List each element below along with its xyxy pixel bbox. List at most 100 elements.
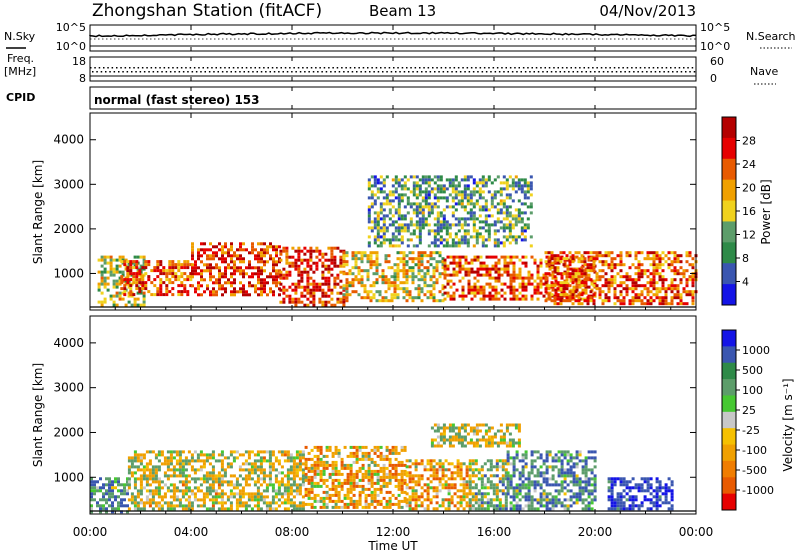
data-cell — [380, 229, 383, 232]
data-cell — [478, 498, 481, 501]
data-cell — [531, 471, 534, 474]
data-cell — [336, 301, 339, 304]
data-cell — [335, 473, 338, 476]
data-cell — [197, 459, 200, 462]
data-cell — [263, 459, 266, 462]
data-cell — [356, 500, 359, 503]
data-cell — [528, 480, 531, 483]
data-cell — [242, 242, 245, 245]
data-cell — [188, 486, 191, 489]
data-cell — [376, 290, 379, 293]
data-cell — [332, 479, 335, 482]
data-cell — [158, 480, 161, 483]
data-cell — [653, 278, 656, 281]
data-cell — [549, 450, 552, 453]
data-cell — [419, 223, 422, 226]
data-cell — [186, 260, 189, 263]
data-cell — [626, 290, 629, 293]
data-cell — [534, 486, 537, 489]
data-cell — [138, 272, 141, 275]
data-cell — [248, 453, 251, 456]
nave-point — [252, 71, 254, 73]
data-cell — [439, 260, 442, 263]
data-cell — [308, 491, 311, 494]
data-cell — [509, 229, 512, 232]
data-cell — [353, 479, 356, 482]
data-cell — [563, 263, 566, 266]
data-cell — [501, 256, 504, 259]
data-cell — [335, 449, 338, 452]
data-cell — [452, 214, 455, 217]
data-cell — [418, 284, 421, 287]
data-cell — [343, 296, 346, 299]
data-cell — [168, 263, 171, 266]
data-cell — [466, 474, 469, 477]
data-cell — [467, 223, 470, 226]
data-cell — [444, 298, 447, 301]
data-cell — [233, 251, 236, 254]
data-cell — [409, 477, 412, 480]
data-cell — [128, 456, 131, 459]
data-cell — [495, 262, 498, 265]
data-cell — [433, 272, 436, 275]
data-cell — [644, 269, 647, 272]
data-cell — [134, 483, 137, 486]
data-cell — [335, 485, 338, 488]
data-cell — [490, 474, 493, 477]
freq-point — [402, 67, 404, 69]
freq-point — [653, 67, 655, 69]
data-cell — [248, 498, 251, 501]
data-cell — [314, 497, 317, 500]
data-cell — [299, 462, 302, 465]
data-cell — [236, 290, 239, 293]
data-cell — [545, 275, 548, 278]
data-cell — [361, 254, 364, 257]
data-cell — [540, 465, 543, 468]
data-cell — [212, 474, 215, 477]
data-cell — [457, 495, 460, 498]
data-cell — [389, 458, 392, 461]
data-cell — [449, 235, 452, 238]
data-cell — [587, 296, 590, 299]
data-cell — [409, 498, 412, 501]
data-cell — [141, 278, 144, 281]
data-cell — [167, 456, 170, 459]
data-cell — [406, 272, 409, 275]
data-cell — [335, 506, 338, 509]
data-cell — [212, 483, 215, 486]
data-cell — [302, 477, 305, 480]
data-cell — [537, 277, 540, 280]
data-cell — [260, 498, 263, 501]
data-cell — [335, 464, 338, 467]
data-cell — [104, 256, 107, 259]
data-cell — [233, 495, 236, 498]
data-cell — [608, 281, 611, 284]
data-cell — [245, 468, 248, 471]
data-cell — [440, 196, 443, 199]
data-cell — [548, 272, 551, 275]
data-cell — [620, 281, 623, 284]
data-cell — [327, 268, 330, 271]
data-cell — [516, 277, 519, 280]
data-cell — [394, 278, 397, 281]
data-cell — [569, 275, 572, 278]
nsky-line — [90, 32, 696, 36]
data-cell — [419, 241, 422, 244]
data-cell — [510, 486, 513, 489]
data-cell — [485, 220, 488, 223]
nave-point — [577, 71, 579, 73]
data-cell — [110, 265, 113, 268]
data-cell — [415, 257, 418, 260]
data-cell — [482, 205, 485, 208]
data-cell — [191, 456, 194, 459]
data-cell — [401, 479, 404, 482]
data-cell — [314, 455, 317, 458]
data-cell — [632, 263, 635, 266]
data-cell — [377, 190, 380, 193]
data-cell — [431, 211, 434, 214]
data-cell — [530, 244, 533, 247]
data-cell — [581, 272, 584, 275]
data-cell — [484, 474, 487, 477]
data-cell — [515, 235, 518, 238]
data-cell — [323, 503, 326, 506]
